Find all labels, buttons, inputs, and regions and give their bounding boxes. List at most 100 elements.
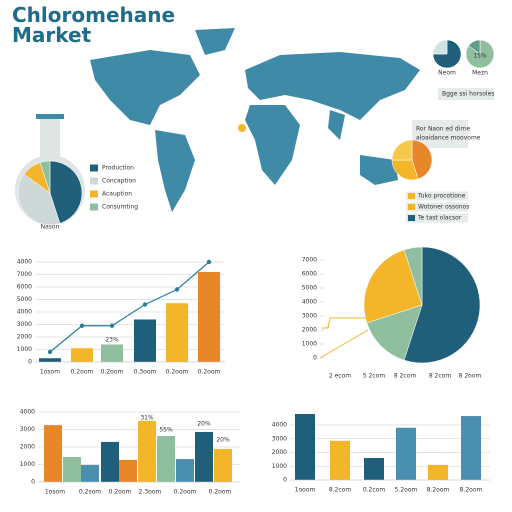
bar: [44, 425, 62, 482]
bar: [138, 420, 156, 482]
y-tick-label: 3000: [302, 313, 317, 320]
bar: [157, 435, 175, 482]
value-label: 15%: [473, 53, 487, 60]
y-tick-label: 0: [313, 355, 317, 362]
legend-swatch: [90, 177, 98, 185]
legend-box: [406, 213, 468, 223]
x-tick-label: 2.3oom: [139, 489, 162, 496]
legend-box: [406, 202, 468, 212]
pie-slice: [432, 39, 448, 55]
x-tick-label: 0.2oom: [71, 369, 94, 376]
legend-swatch: [90, 190, 98, 198]
pointer: [319, 317, 369, 359]
y-tick-label: 2000: [302, 327, 317, 334]
bar: [396, 427, 416, 480]
bar: [166, 303, 188, 362]
pie-slice: [17, 173, 61, 226]
y-tick-label: 5000: [17, 296, 32, 303]
callout-box: [438, 88, 494, 100]
pie-slice: [366, 304, 423, 361]
x-tick-label: 0.2com: [363, 487, 386, 494]
pie-slice: [403, 246, 481, 364]
pie-slice: [391, 159, 419, 181]
x-tick-label: 1osom: [40, 369, 60, 376]
y-tick-label: 3000: [17, 321, 32, 328]
legend-label: Acauption: [102, 191, 132, 198]
x-tick-label: 2 ecom: [329, 373, 351, 380]
pie-slice: [391, 139, 413, 161]
bar: [134, 319, 156, 362]
x-tick-label: 8.2com: [329, 487, 352, 494]
annotation: 20%: [216, 437, 230, 444]
trend-line: [49, 261, 210, 353]
bar: [428, 464, 448, 480]
bar: [81, 465, 99, 482]
x-tick-label: 0.2oom: [198, 369, 221, 376]
title: Market: [12, 23, 92, 47]
y-tick-label: 7000: [302, 257, 317, 264]
x-tick-label: 1ooom: [295, 487, 316, 494]
title: Chloromehane: [12, 3, 175, 27]
x-tick-label: 0.3oom: [134, 369, 157, 376]
y-tick-label: 3000: [20, 426, 35, 433]
annotation: 31%: [140, 415, 154, 422]
x-tick-label: 0.2oom: [209, 489, 232, 496]
y-tick-label: 6000: [302, 271, 317, 278]
bar: [101, 441, 119, 482]
bar: [119, 459, 137, 482]
pie-slice: [432, 39, 462, 69]
trend-point: [47, 349, 53, 355]
y-tick-label: 4000: [302, 299, 317, 306]
y-tick-label: 3000: [272, 435, 287, 442]
x-tick-label: 8 2com: [394, 373, 417, 380]
x-tick-label: 1osom: [45, 489, 65, 496]
bar: [330, 440, 350, 480]
y-tick-label: 2000: [272, 449, 287, 456]
annotation: 20%: [197, 421, 211, 428]
y-tick-label: 1000: [20, 461, 35, 468]
y-tick-label: 4000: [17, 309, 32, 316]
legend-label: Consumting: [102, 204, 138, 211]
pie-label: Mezn: [472, 70, 488, 77]
y-tick-label: 4000: [272, 422, 287, 429]
y-tick-label: 4000: [17, 259, 32, 266]
trend-point: [206, 259, 212, 265]
x-tick-label: 5 2com: [363, 373, 386, 380]
y-tick-label: 1000: [272, 463, 287, 470]
y-tick-label: 7000: [17, 271, 32, 278]
y-tick-label: 5000: [302, 285, 317, 292]
callout: aloaidance moovome: [416, 135, 481, 142]
trend-point: [109, 323, 115, 328]
flask-label: Nason: [41, 224, 60, 231]
bar: [176, 459, 194, 482]
annotation: 55%: [159, 427, 173, 434]
y-tick-label: 0: [28, 359, 32, 366]
x-tick-label: 8.2oom: [427, 487, 450, 494]
trend-point: [79, 323, 85, 328]
legend-label: Production: [102, 165, 134, 172]
legend-label: Wotoner ossonos: [418, 204, 469, 211]
pie-slice: [363, 249, 423, 324]
legend-swatch: [408, 193, 415, 199]
x-tick-label: 8.2oom: [460, 487, 483, 494]
legend-label: Tuko procotione: [417, 193, 466, 200]
legend-label: Te tast olacsor: [417, 215, 462, 222]
y-tick-label: 1000: [17, 346, 32, 353]
world-map: [90, 28, 420, 212]
bar: [195, 431, 213, 482]
x-tick-label: 8 2com: [429, 373, 452, 380]
pie-slice: [49, 160, 83, 224]
legend-swatch: [408, 204, 415, 210]
pie-slice: [468, 39, 481, 55]
pie-slice: [411, 139, 433, 180]
legend-swatch: [90, 203, 98, 211]
bar: [295, 414, 315, 480]
y-tick-label: 1000: [302, 341, 317, 348]
bar: [71, 348, 93, 362]
trend-point: [174, 287, 180, 292]
bar: [214, 448, 232, 482]
x-tick-label: 0.2oom: [174, 489, 197, 496]
bar: [198, 272, 220, 362]
legend-swatch: [90, 164, 98, 172]
